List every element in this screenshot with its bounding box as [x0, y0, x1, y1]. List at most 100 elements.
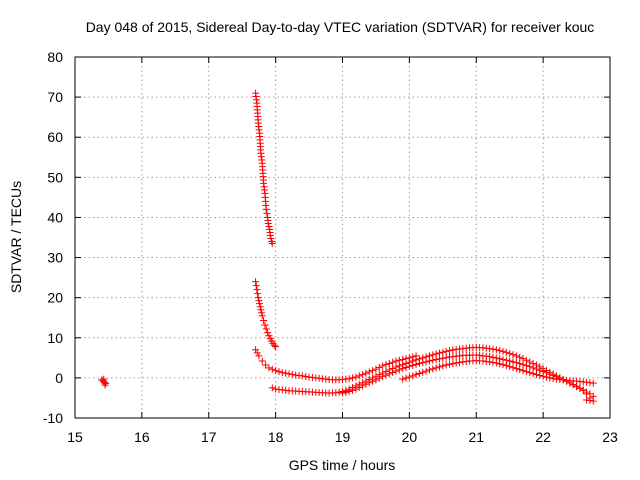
data-point	[355, 372, 363, 380]
data-point	[268, 240, 276, 248]
data-point	[332, 389, 340, 397]
grid	[75, 57, 610, 418]
data-point	[399, 365, 407, 373]
data-point	[542, 369, 550, 377]
data-point	[526, 369, 534, 377]
series-cluster-15.4	[98, 375, 110, 389]
data-point	[100, 378, 108, 386]
data-point	[429, 365, 437, 373]
data-point	[392, 367, 400, 375]
data-point	[402, 363, 410, 371]
data-point	[256, 300, 264, 308]
x-tick-label: 16	[134, 429, 150, 445]
data-point	[266, 231, 274, 239]
data-point	[272, 343, 280, 351]
data-point	[268, 384, 276, 392]
data-point	[532, 365, 540, 373]
data-point	[435, 355, 443, 363]
data-point	[379, 362, 387, 370]
data-point	[539, 367, 547, 375]
y-tick-label: 50	[47, 169, 63, 185]
series-lower-band	[339, 351, 597, 405]
data-point	[369, 366, 377, 374]
data-point	[559, 376, 567, 384]
data-point	[265, 364, 273, 372]
data-point	[422, 367, 430, 375]
data-point	[375, 374, 383, 382]
data-point	[369, 377, 377, 385]
data-point	[362, 369, 370, 377]
data-point	[392, 357, 400, 365]
data-point	[275, 368, 283, 376]
data-point	[395, 366, 403, 374]
data-point	[349, 386, 357, 394]
data-point	[270, 341, 278, 349]
data-point	[439, 348, 447, 356]
y-tick-label: 10	[47, 330, 63, 346]
data-point	[268, 365, 276, 373]
data-point	[372, 376, 380, 384]
data-point	[349, 374, 357, 382]
data-point	[102, 380, 110, 388]
data-point	[452, 359, 460, 367]
data-point	[412, 371, 420, 379]
data-point	[252, 282, 260, 290]
data-point	[509, 358, 517, 366]
data-point	[536, 366, 544, 374]
data-point	[365, 379, 373, 387]
data-point	[429, 356, 437, 364]
data-point	[512, 365, 520, 373]
data-point	[252, 278, 260, 286]
x-tick-label: 21	[468, 429, 484, 445]
data-point	[586, 397, 594, 405]
data-point	[100, 375, 108, 383]
data-point	[546, 370, 554, 378]
data-point	[502, 348, 510, 356]
y-axis-label: SDTVAR / TECUs	[8, 181, 24, 293]
series-steep-mid	[252, 278, 280, 351]
data-point	[512, 359, 520, 367]
data-point	[339, 389, 346, 397]
data-point	[492, 354, 500, 362]
data-point	[405, 373, 413, 381]
data-point	[415, 360, 423, 368]
data-point	[566, 379, 574, 387]
data-point	[389, 358, 397, 366]
data-point	[446, 360, 453, 368]
y-tick-label: 40	[47, 209, 63, 225]
data-point	[492, 346, 500, 354]
data-point	[254, 294, 262, 302]
data-point	[379, 373, 387, 381]
data-point	[399, 375, 407, 383]
data-point	[265, 222, 273, 230]
data-point	[282, 369, 290, 377]
x-tick-label: 23	[602, 429, 618, 445]
data-point	[412, 360, 420, 368]
data-point	[456, 358, 464, 366]
x-tick-label: 17	[201, 429, 217, 445]
data-point	[263, 209, 271, 217]
data-point	[522, 362, 530, 370]
data-point	[499, 355, 507, 363]
data-point	[258, 312, 266, 320]
data-point	[255, 297, 263, 305]
data-point	[573, 382, 581, 390]
data-point	[359, 382, 367, 390]
data-point	[382, 371, 390, 379]
data-point	[419, 368, 427, 376]
data-point	[576, 384, 584, 392]
data-point	[425, 357, 433, 365]
data-point	[335, 388, 343, 396]
y-tick-label: 20	[47, 290, 63, 306]
y-tick-label: 0	[55, 370, 63, 386]
data-point	[522, 368, 530, 376]
data-point	[382, 361, 390, 369]
data-point	[496, 347, 504, 355]
data-point	[486, 345, 494, 353]
data-point	[298, 372, 306, 380]
data-point	[342, 388, 350, 396]
data-point	[261, 321, 269, 329]
data-point	[256, 303, 264, 311]
data-point	[264, 219, 272, 227]
data-point	[285, 370, 293, 378]
